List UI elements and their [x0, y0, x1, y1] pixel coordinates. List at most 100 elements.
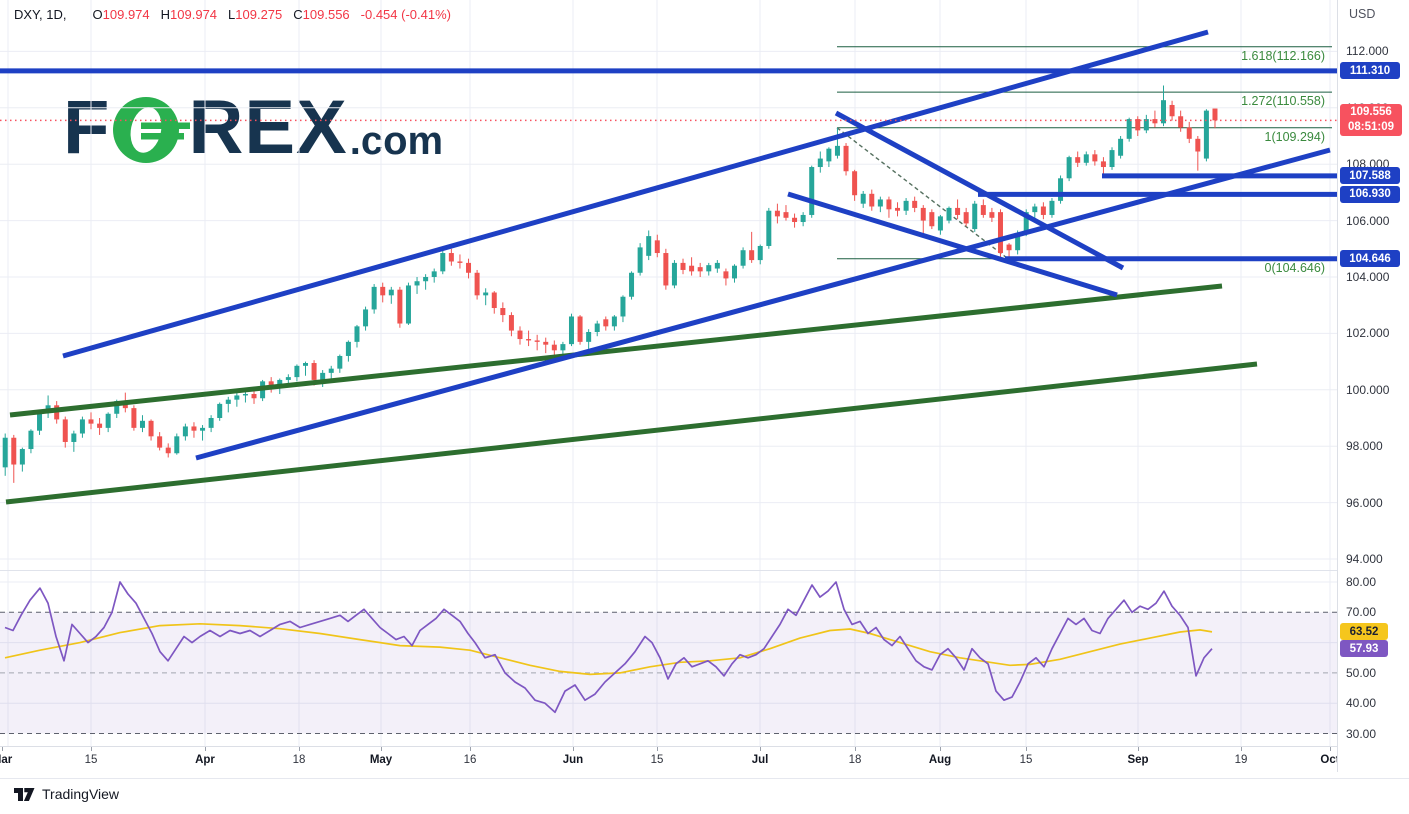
candle-body [1143, 119, 1149, 131]
candle-body [809, 167, 815, 215]
candle-body [139, 420, 145, 428]
price-level-label: 104.646 [1340, 250, 1400, 268]
chart-surface[interactable] [0, 0, 1337, 746]
candle-body [320, 372, 326, 380]
rsi-value-label: 57.93 [1340, 640, 1388, 658]
candle-body [71, 433, 77, 442]
pane-divider[interactable] [0, 570, 1409, 571]
candle-body [2, 437, 8, 468]
ohlc-values: O109.974 H109.974 L109.275 C109.556 [93, 7, 361, 22]
time-tick-jul: Jul [751, 754, 769, 766]
time-axis[interactable]: Mar 15 Apr 18 May 16 Jun 15 Jul 18 Aug 15 Sep 19 Oct [0, 746, 1409, 779]
candle-body [1195, 138, 1201, 152]
candle-body [165, 447, 171, 454]
candle-body [860, 193, 866, 204]
price-level-label: 111.310 [1340, 62, 1400, 80]
time-tick-mark [1026, 747, 1027, 751]
candle-body [1203, 110, 1209, 159]
bar-countdown: 08:51:09 [1347, 121, 1395, 134]
candle-body [689, 265, 695, 272]
candle-body [105, 413, 111, 428]
time-tick-18: 18 [848, 754, 862, 766]
candle-body [869, 193, 875, 207]
rsi-tick: 40.00 [1346, 696, 1377, 711]
time-tick-mark [205, 747, 206, 751]
rsi-line [4, 581, 1213, 714]
price-tick: 94.000 [1346, 552, 1383, 566]
candle-body [440, 253, 446, 272]
price-tick: 96.000 [1346, 495, 1383, 510]
current-price-value: 109.556 [1350, 106, 1392, 119]
candle-body [1032, 206, 1038, 213]
candle-body [157, 436, 163, 448]
time-tick-oct: Oct [1320, 754, 1340, 766]
time-tick-mark [573, 747, 574, 751]
candle-body [423, 277, 429, 282]
time-tick-jun: Jun [562, 754, 584, 766]
candle-body [603, 319, 609, 327]
time-tick-mark [760, 747, 761, 751]
time-tick-mark [470, 747, 471, 751]
time-tick-15: 15 [650, 754, 664, 766]
time-tick-aug: Aug [928, 754, 952, 766]
candle-body [1100, 161, 1106, 168]
candle-body [723, 271, 729, 279]
candle-body [397, 289, 403, 324]
candle-body [517, 330, 523, 340]
time-tick-mar: Mar [0, 754, 13, 766]
candle-body [526, 339, 532, 341]
candle-body [354, 326, 360, 342]
candle-body [1169, 104, 1175, 117]
fib-trend-dashed-line [836, 127, 1009, 260]
price-level-label: 107.588 [1340, 167, 1400, 185]
candle-body [989, 212, 995, 218]
ohlc-o: O109.974 [92, 7, 150, 22]
candle-body [783, 212, 789, 218]
time-tick-mark [657, 747, 658, 751]
ohlc-h: H109.974 [160, 7, 218, 22]
currency-label: USD [1349, 7, 1376, 21]
candle-body [963, 212, 969, 224]
candle-body [500, 308, 506, 316]
fib-label: 1.618(112.166) [1241, 48, 1325, 63]
candle-body [594, 323, 600, 332]
forex-o-icon [113, 97, 191, 164]
candle-body [757, 245, 763, 261]
tradingview-attribution[interactable]: TradingView [14, 786, 119, 802]
watermark-com: .com [349, 119, 444, 164]
time-tick-18: 18 [292, 754, 306, 766]
price-tick: 100.000 [1346, 382, 1390, 397]
candle-body [620, 296, 626, 317]
candle-body [946, 207, 952, 221]
fib-label: 1.272(110.558) [1241, 94, 1325, 109]
time-tick-mark [2, 747, 3, 751]
price-tick: 106.000 [1346, 213, 1390, 228]
candle-body [1049, 200, 1055, 215]
tradingview-attribution-text: TradingView [42, 786, 120, 802]
price-level-label: 106.930 [1340, 185, 1400, 203]
candle-body [1186, 127, 1192, 139]
candle-body [474, 272, 480, 296]
candle-body [714, 262, 720, 269]
candle-body [551, 344, 557, 351]
candle-body [11, 437, 17, 465]
candle-body [895, 207, 901, 211]
candle-body [225, 399, 231, 404]
price-axis[interactable]: USD 112.000110.000108.000106.000104.0001… [1337, 0, 1409, 772]
symbol-title[interactable]: DXY, 1D, [14, 7, 67, 22]
time-tick-mark [1330, 747, 1331, 751]
candle-body [208, 418, 214, 428]
candle-body [311, 363, 317, 380]
forex-com-watermark: F REX .com [63, 89, 444, 165]
candle-body [543, 341, 549, 345]
candle-body [749, 250, 755, 261]
candle-body [1015, 233, 1021, 251]
candle-body [1118, 138, 1124, 156]
candle-body [817, 158, 823, 168]
time-tick-mark [1138, 747, 1139, 751]
candle-body [1109, 150, 1115, 168]
candle-body [1066, 157, 1072, 179]
candle-body [534, 340, 540, 342]
candle-body [405, 285, 411, 324]
candle-body [766, 210, 772, 246]
